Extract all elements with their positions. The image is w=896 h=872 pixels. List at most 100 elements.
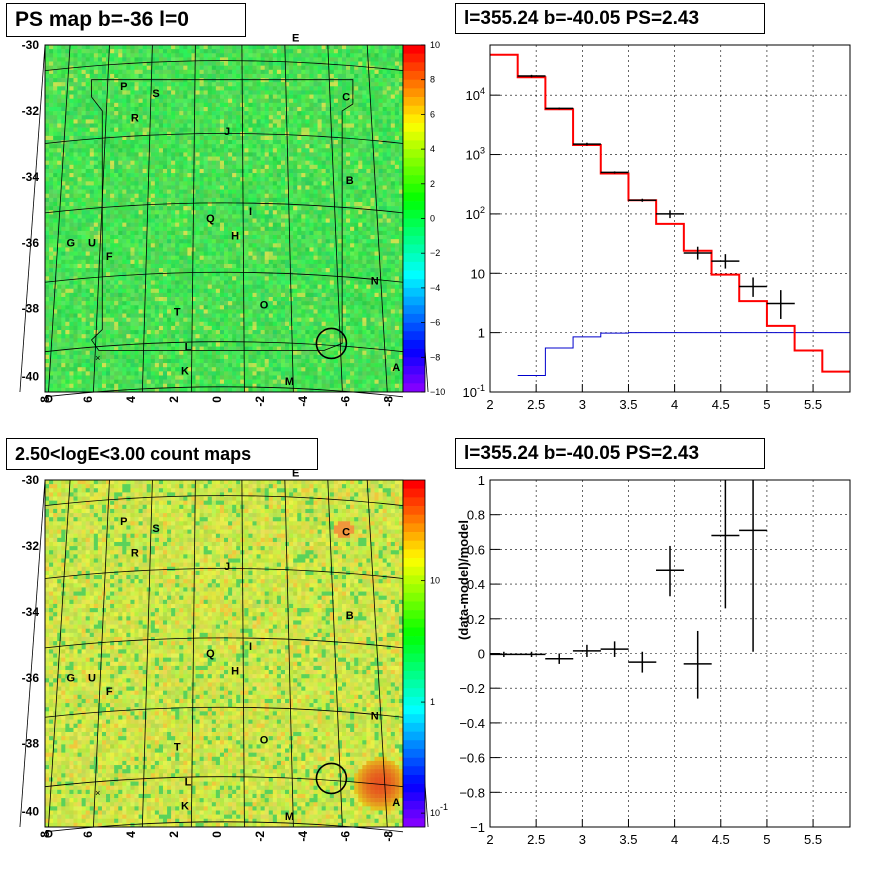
longitude-line [190,479,196,828]
source-label-q: Q [206,648,215,660]
source-label-n: N [371,710,379,722]
colorbar-cell [403,97,425,107]
colorbar-cell [403,818,425,828]
x-tick-label: 0 [210,396,224,403]
latitude-line [44,202,404,214]
longitude-line [141,479,153,828]
longitude-line [284,479,294,828]
y-tick-label: 1 [478,473,485,488]
longitude-line [93,479,110,828]
latitude-line [44,637,404,649]
source-label-p: P [120,81,127,93]
source-label-m: M [285,376,294,388]
colorbar-cell [403,105,425,115]
colorbar-cell [403,497,425,507]
colorbar-cell [403,757,425,767]
colorbar-cell [403,731,425,741]
colorbar-cell [403,610,425,620]
x-tick-label: 2 [486,397,493,412]
colorbar-cell [403,166,425,176]
longitude-line [284,44,294,393]
colorbar-cell [403,114,425,124]
colorbar-cell [403,183,425,193]
colorbar-cell [403,71,425,80]
colorbar-cell [403,644,425,654]
x-tick-label: 3 [579,832,586,847]
total-model-line [490,53,850,373]
colorbar-cell [403,705,425,715]
source-label-n: N [371,275,379,287]
colorbar-tick-label: 10 [430,576,440,586]
x-tick-label: -6 [339,396,353,407]
colorbar-cell [403,227,425,237]
colorbar-tick-label: 4 [430,144,435,154]
colorbar-cell [403,244,425,254]
colorbar-cell [403,296,425,306]
colorbar-cell [403,365,425,375]
source-label-j: J [224,561,230,573]
x-tick-label: 3 [579,397,586,412]
y-tick-label: −0.8 [459,785,485,800]
colorbar-cell [403,374,425,384]
colorbar-cell [403,339,425,349]
y-tick-label: −1 [470,820,485,835]
source-label-l: L [185,341,192,353]
colorbar-cell [403,696,425,706]
colorbar-tick-label: −8 [430,352,440,362]
source-label-j: J [224,126,230,138]
colorbar-cell [403,558,425,568]
longitude-line [19,479,46,828]
small-cross-marker: × [95,353,100,363]
y-tick-label: -36 [22,236,40,250]
spectrum-title: l=355.24 b=-40.05 PS=2.43 [455,3,765,34]
source-label-o: O [260,300,269,312]
colorbar-cell [403,88,425,98]
colorbar-cell [403,792,425,802]
colorbar-cell [403,800,425,810]
longitude-line [366,479,388,828]
x-tick-label: 4.5 [712,397,730,412]
colorbar-cell [403,279,425,289]
colorbar-cell [403,514,425,524]
source-label-t: T [174,307,181,319]
source-label-a: A [392,362,400,374]
source-label-g: G [66,237,75,249]
colorbar-cell [403,79,425,89]
source-label-u: U [88,237,96,249]
colorbar-cell [403,287,425,297]
x-tick-label: 5 [763,832,770,847]
colorbar-cell [403,235,425,245]
y-tick-label: 0.4 [467,577,485,592]
y-tick-label: -38 [22,737,40,751]
y-tick-label: -30 [22,473,40,487]
colorbar-cell [403,149,425,159]
x-tick-label: 3.5 [619,832,637,847]
y-tick-label: −0.4 [459,716,485,731]
source-label-a: A [392,797,400,809]
source-label-s: S [152,523,159,535]
y-axis-label: (data-model)/model [456,520,471,640]
colorbar-cell [403,575,425,585]
longitude-line [241,479,245,828]
x-tick-label: 2.5 [527,832,545,847]
colorbar-cell [403,688,425,698]
x-tick-label: 3.5 [619,397,637,412]
latitude-line [44,568,404,579]
colorbar-cell [403,209,425,219]
source-label-l: L [185,776,192,788]
colorbar-cell [403,45,425,54]
colorbar-cell [403,636,425,646]
ps-map-title: PS map b=-36 l=0 [6,3,246,37]
colorbar-cell [403,679,425,689]
latitude-line [44,776,404,788]
colorbar-cell [403,809,425,819]
source-label-e: E [292,468,299,480]
colorbar-cell [403,480,425,489]
source-label-q: Q [206,213,215,225]
longitude-line [190,44,196,393]
longitude-line [48,44,71,393]
y-tick-label: 104 [466,86,485,103]
colorbar-cell [403,157,425,167]
colorbar-cell [403,53,425,63]
